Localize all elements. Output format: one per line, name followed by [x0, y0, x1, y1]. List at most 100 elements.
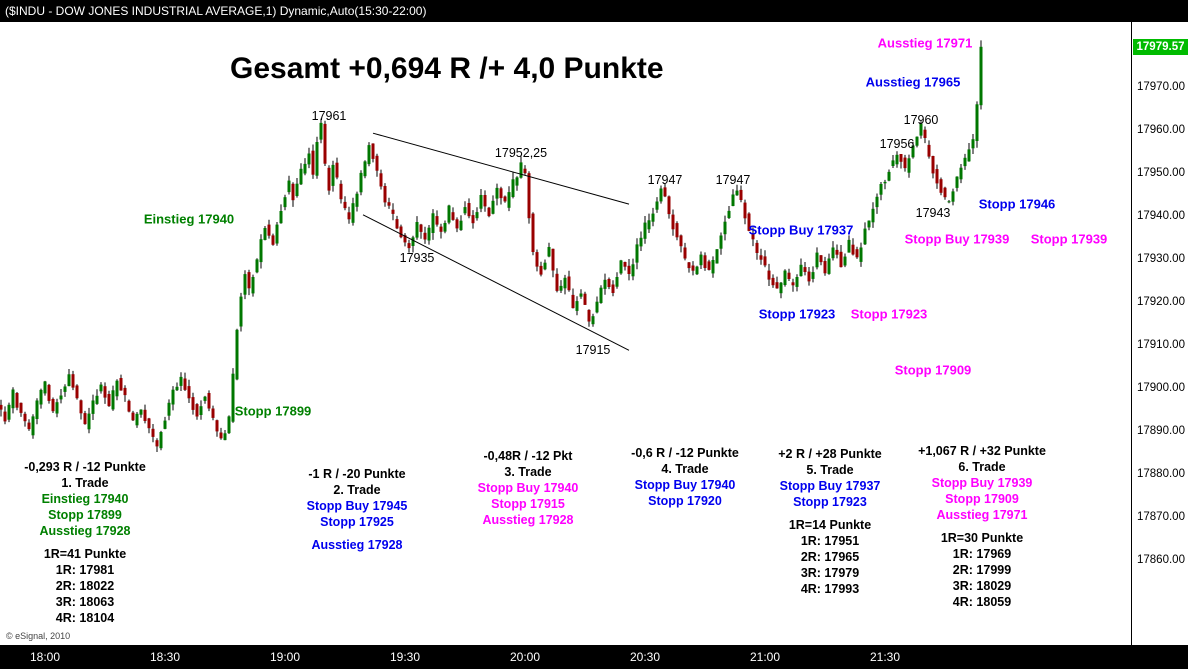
trade-summary-line: 1R: 17951	[800, 534, 860, 548]
chart-annotation: Stopp Buy 17939	[904, 231, 1010, 246]
chart-annotation: Stopp 17923	[758, 306, 836, 322]
price-axis-label: 17930.00	[1137, 253, 1185, 265]
time-axis-label: 21:00	[749, 650, 781, 664]
last-price-badge: 17979.57	[1133, 38, 1188, 55]
trade-summary-line: 1R=41 Punkte	[43, 547, 127, 561]
time-axis-label: 19:00	[269, 650, 301, 664]
price-axis-label: 17900.00	[1137, 382, 1185, 394]
time-axis[interactable]: 18:00 18:30 19:00 19:30 20:00 20:30 21:00 21:30	[0, 645, 1188, 669]
trade-summary-line: 3R: 18063	[55, 595, 115, 609]
chart-annotation: Stopp 17923	[850, 306, 928, 322]
trade-summary-line: 6. Trade	[958, 460, 1006, 474]
price-axis-label: 17880.00	[1137, 468, 1185, 480]
price-axis[interactable]: 17979.57 17970.00 17960.00 17950.00 17940.0…	[1131, 22, 1188, 645]
trade-summary-line: 4R: 18059	[952, 595, 1012, 609]
chart-annotation: Stopp 17939	[1030, 231, 1108, 246]
chart-annotation: Stopp 17946	[978, 196, 1056, 212]
trade-summary-line: Stopp Buy 17939	[931, 476, 1033, 490]
chart-annotation: 17956	[879, 136, 915, 151]
trade-summary-6: +1,067 R / +32 Punkte 6. Trade Stopp Buy 1…	[918, 443, 1046, 610]
trade-summary-line	[778, 510, 882, 517]
window-title-bar: ($INDU - DOW JONES INDUSTRIAL AVERAGE,1)…	[0, 0, 1188, 22]
trade-summary-line: 2R: 17965	[800, 550, 860, 564]
time-axis-label: 18:30	[149, 650, 181, 664]
chart-annotation: 17952,25	[494, 145, 548, 160]
chart-annotation: 17947	[647, 173, 683, 188]
trade-summary-line: Ausstieg 17928	[482, 513, 574, 527]
trade-summary-line: 3R: 17979	[800, 566, 860, 580]
time-axis-label: 21:30	[869, 650, 901, 664]
trade-summary-line: Stopp 17899	[48, 508, 122, 522]
trade-summary-line: -1 R / -20 Punkte	[308, 467, 406, 481]
trade-summary-line: 2R: 17999	[952, 563, 1012, 577]
trade-summary-line: +1,067 R / +32 Punkte	[918, 444, 1046, 458]
trade-summary-line: -0,48R / -12 Pkt	[483, 449, 573, 463]
trade-summary-line: Stopp Buy 17937	[779, 479, 881, 493]
trade-summary-line: 3R: 18029	[952, 579, 1012, 593]
trade-summary-line: +2 R / +28 Punkte	[778, 447, 882, 461]
chart-annotation: Ausstieg 17965	[865, 74, 961, 90]
trade-summary-line: 1. Trade	[61, 476, 109, 490]
time-axis-label: 19:30	[389, 650, 421, 664]
chart-annotation: Einstieg 17940	[143, 211, 235, 227]
trade-summary-line: Ausstieg 17971	[936, 508, 1028, 522]
candlestick-series	[0, 40, 983, 452]
trade-summary-line: -0,6 R / -12 Punkte	[631, 446, 739, 460]
trade-summary-4: -0,6 R / -12 Punkte 4. Trade Stopp Buy 179…	[631, 445, 739, 509]
trade-summary-line	[24, 539, 146, 546]
trade-summary-3: -0,48R / -12 Pkt 3. Trade Stopp Buy 17940 S…	[478, 448, 579, 528]
chart-annotation: Stopp Buy 17937	[748, 222, 854, 238]
price-axis-label: 17920.00	[1137, 296, 1185, 308]
trade-summary-line: Stopp 17923	[793, 495, 867, 509]
time-axis-label: 18:00	[29, 650, 61, 664]
trade-summary-line: 1R: 17981	[55, 563, 115, 577]
chart-result-title: Gesamt +0,694 R /+ 4,0 Punkte	[230, 52, 664, 85]
trade-summary-line: Einstieg 17940	[41, 492, 129, 506]
price-axis-label: 17870.00	[1137, 511, 1185, 523]
chart-annotation: Stopp 17909	[894, 362, 972, 378]
chart-annotation: 17943	[915, 205, 951, 220]
price-axis-label: 17960.00	[1137, 124, 1185, 136]
price-axis-label: 17890.00	[1137, 425, 1185, 437]
trade-summary-line: 2R: 18022	[55, 579, 115, 593]
trade-summary-line: Stopp 17909	[945, 492, 1019, 506]
trade-summary-line: 1R: 17969	[952, 547, 1012, 561]
trade-summary-line: 3. Trade	[504, 465, 552, 479]
trade-summary-2: -1 R / -20 Punkte 2. Trade Stopp Buy 17945…	[307, 466, 408, 553]
copyright-note: © eSignal, 2010	[6, 631, 71, 641]
trade-summary-line	[918, 523, 1046, 530]
chart-annotation: 17935	[399, 250, 435, 265]
time-axis-label: 20:30	[629, 650, 661, 664]
trade-summary-line: 4R: 17993	[800, 582, 860, 596]
trade-summary-line: 2. Trade	[333, 483, 381, 497]
trade-summary-line: 4R: 18104	[55, 611, 115, 625]
trade-summary-line: Stopp Buy 17940	[477, 481, 579, 495]
trendline[interactable]	[372, 132, 630, 205]
time-axis-label: 20:00	[509, 650, 541, 664]
chart-annotation: 17947	[715, 173, 751, 188]
trade-summary-line	[307, 530, 408, 537]
price-axis-label: 17860.00	[1137, 554, 1185, 566]
trade-summary-line: Stopp 17915	[491, 497, 565, 511]
chart-annotation: 17961	[311, 108, 347, 123]
trendline[interactable]	[362, 214, 630, 351]
trade-summary-line: Stopp 17920	[648, 494, 722, 508]
trade-summary-line: -0,293 R / -12 Punkte	[24, 460, 146, 474]
chart-annotation: Ausstieg 17971	[877, 35, 973, 51]
trade-summary-line: 1R=30 Punkte	[940, 531, 1024, 545]
trade-summary-5: +2 R / +28 Punkte 5. Trade Stopp Buy 17937…	[778, 446, 882, 597]
price-axis-label: 17940.00	[1137, 210, 1185, 222]
trade-summary-line: 4. Trade	[661, 462, 709, 476]
trade-summary-line: Ausstieg 17928	[311, 538, 403, 552]
chart-annotation: 17960	[903, 113, 939, 128]
price-axis-label: 17970.00	[1137, 81, 1185, 93]
trade-summary-line: Stopp Buy 17940	[634, 478, 736, 492]
trade-summary-line: Ausstieg 17928	[39, 524, 131, 538]
chart-annotation: 17915	[575, 343, 611, 358]
chart-annotation: Stopp 17899	[234, 403, 312, 418]
trade-summary-1: -0,293 R / -12 Punkte 1. Trade Einstieg 17…	[24, 459, 146, 626]
window-title: ($INDU - DOW JONES INDUSTRIAL AVERAGE,1)…	[5, 4, 427, 18]
trade-summary-line: Stopp 17925	[320, 515, 394, 529]
